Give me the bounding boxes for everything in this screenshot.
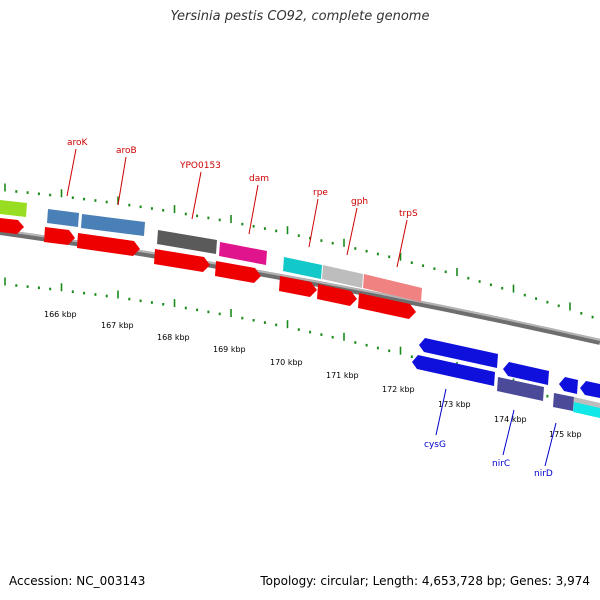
gene-arrow-nirb <box>503 362 549 385</box>
tick-label: 168 kbp <box>157 333 190 342</box>
feature-box-gph <box>322 265 363 288</box>
gene-labels: aroK aroB YPO0153 dam rpe gph trpS cysG … <box>67 138 553 479</box>
gene-label-gph: gph <box>351 197 368 207</box>
label-leaders <box>66 148 557 467</box>
gene-label-ypo0153: YPO0153 <box>179 161 221 171</box>
tick-label: 167 kbp <box>101 321 134 330</box>
tick-label: 174 kbp <box>494 415 527 424</box>
gene-arrow-nirc <box>497 377 544 401</box>
gene-label-rpe: rpe <box>313 188 328 198</box>
leader-nird <box>544 422 557 467</box>
tick-label: 175 kbp <box>549 430 582 439</box>
accession-text: Accession: NC_003143 <box>9 574 146 588</box>
feature-box-arob <box>81 214 145 236</box>
leader-arob <box>117 156 127 206</box>
tick-label: 172 kbp <box>382 385 415 394</box>
tick-labels: 166 kbp 167 kbp 168 kbp 169 kbp 170 kbp … <box>44 310 582 439</box>
gene-arrow-unnamed <box>419 338 498 368</box>
tick-label: 170 kbp <box>270 358 303 367</box>
map-title: Yersinia pestis CO92, complete genome <box>170 9 430 24</box>
gene-arrow <box>0 218 24 234</box>
gene-arrow-gph <box>317 284 357 306</box>
gene-label-nirc: nirC <box>492 459 510 469</box>
feature-box-trps <box>363 274 422 302</box>
gene-arrow-arob <box>77 233 140 256</box>
gene-label-arob: aroB <box>116 146 137 156</box>
gene-arrow-rpe <box>279 276 317 297</box>
gene-arrow-ypo0153 <box>154 249 210 272</box>
leader-arok <box>66 148 77 197</box>
gene-arrow-nird <box>559 377 578 394</box>
leader-trps <box>396 219 408 268</box>
leader-cysg <box>435 388 447 436</box>
feature-box-rpe <box>283 257 322 279</box>
leader-rpe <box>308 198 319 248</box>
feature-box-nird <box>553 393 574 411</box>
tick-label: 169 kbp <box>213 345 246 354</box>
gene-arrow-next <box>580 381 600 398</box>
gene-label-cysg: cysG <box>424 440 446 450</box>
reverse-arrows <box>412 338 600 418</box>
genome-summary-text: Topology: circular; Length: 4,653,728 bp… <box>260 574 590 588</box>
leader-gph <box>346 207 358 256</box>
leader-dam <box>248 184 259 235</box>
feature-box-dam <box>219 242 267 265</box>
feature-box-arok <box>47 209 79 227</box>
tick-label: 166 kbp <box>44 310 77 319</box>
leader-ypo0153 <box>191 171 202 220</box>
gene-arrow-arok <box>44 227 75 245</box>
gene-label-arok: aroK <box>67 138 89 148</box>
tick-label: 171 kbp <box>326 371 359 380</box>
tick-label: 173 kbp <box>438 400 471 409</box>
gene-label-trps: trpS <box>399 209 418 219</box>
feature-box-ypo0153 <box>157 230 217 254</box>
forward-arrows <box>0 218 416 319</box>
gene-label-nird: nirD <box>534 469 553 479</box>
gene-arrow-dam <box>215 261 261 283</box>
gene-label-dam: dam <box>249 174 269 184</box>
feature-boxes-upper <box>0 200 422 302</box>
feature-box-cyan <box>573 402 600 418</box>
feature-box <box>0 200 27 217</box>
leader-nirc <box>502 409 515 456</box>
gene-arrow-trps <box>358 293 416 319</box>
gene-arrow-cysg <box>412 355 495 386</box>
